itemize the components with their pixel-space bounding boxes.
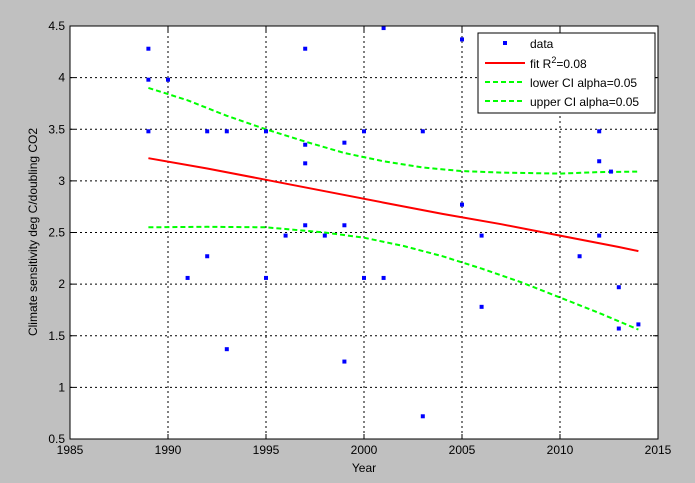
y-tick-label: 3 xyxy=(58,174,65,188)
y-tick-label: 3.5 xyxy=(48,122,65,136)
x-tick-label: 2000 xyxy=(351,443,378,457)
plot-series xyxy=(146,26,641,419)
data-point xyxy=(146,129,151,134)
data-point xyxy=(146,77,151,82)
y-axis-label: Climate sensitivity deg C/doubling CO2 xyxy=(26,128,40,336)
data-point xyxy=(460,202,464,207)
grid xyxy=(70,26,658,439)
tick-labels: 1985 1990 1995 2000 2005 2010 2015 0.5 1 1.5 2 2.5 3… xyxy=(48,19,671,457)
data-point xyxy=(597,159,602,164)
legend-label: fit R2=0.08 xyxy=(530,55,587,71)
x-tick-label: 1990 xyxy=(155,443,182,457)
ticks xyxy=(69,25,659,440)
data-point xyxy=(342,140,347,145)
data-point xyxy=(636,322,641,327)
data-point xyxy=(303,223,308,228)
data-point xyxy=(420,129,425,134)
y-tick-label: 4.5 xyxy=(48,19,65,33)
legend-box xyxy=(477,32,656,114)
legend-entry-data: data xyxy=(503,37,554,51)
x-axis-label: Year xyxy=(352,461,376,475)
legend-label-fit-suffix: =0.08 xyxy=(556,57,587,71)
data-point xyxy=(264,129,268,134)
data-point xyxy=(303,46,308,51)
data-point xyxy=(205,254,210,259)
data-point xyxy=(608,169,613,174)
x-tick-label: 1985 xyxy=(57,443,84,457)
legend-label: lower CI alpha=0.05 xyxy=(530,76,637,90)
data-point xyxy=(224,347,229,352)
data-point xyxy=(303,161,308,166)
data-point xyxy=(616,285,621,290)
legend-label-fit-superscript: 2 xyxy=(551,55,556,65)
data-point xyxy=(283,233,288,238)
data-point xyxy=(420,414,425,419)
data-point xyxy=(479,233,484,238)
legend-marker-data xyxy=(503,41,507,45)
data-point xyxy=(460,37,464,42)
legend-label-fit: fit R xyxy=(530,57,552,71)
data-point xyxy=(342,223,347,228)
lower-ci-line xyxy=(148,225,639,331)
y-tick-label: 0.5 xyxy=(48,432,65,446)
legend-entry-fit: fit R2=0.08 xyxy=(485,55,587,71)
legend-entry-lower-ci: lower CI alpha=0.05 xyxy=(485,76,637,90)
x-tick-label: 2005 xyxy=(449,443,476,457)
data-point xyxy=(205,129,210,134)
data-point xyxy=(479,304,484,309)
data-point xyxy=(597,129,602,134)
upper-ci-line xyxy=(148,86,639,175)
data-point xyxy=(166,77,170,82)
legend-label: upper CI alpha=0.05 xyxy=(530,95,639,109)
x-tick-label: 2015 xyxy=(645,443,672,457)
x-tick-label: 1995 xyxy=(253,443,280,457)
legend: data fit R2=0.08 lower CI alpha=0.05 upp… xyxy=(477,32,656,114)
data-point xyxy=(185,275,190,280)
data-point xyxy=(264,275,268,280)
data-point xyxy=(362,275,366,280)
legend-entry-upper-ci: upper CI alpha=0.05 xyxy=(485,95,639,109)
data-point xyxy=(362,129,366,134)
data-point xyxy=(322,233,327,238)
y-tick-label: 2 xyxy=(58,277,65,291)
data-point xyxy=(381,275,386,280)
data-point xyxy=(303,142,308,147)
data-point xyxy=(597,233,602,238)
fit-line xyxy=(148,157,639,253)
data-point xyxy=(224,129,229,134)
x-tick-label: 2010 xyxy=(547,443,574,457)
legend-label: data xyxy=(530,37,554,51)
data-point xyxy=(342,359,347,364)
data-point xyxy=(616,326,621,331)
y-tick-label: 4 xyxy=(58,71,65,85)
data-point xyxy=(577,254,582,259)
y-tick-label: 1.5 xyxy=(48,329,65,343)
y-tick-label: 1 xyxy=(58,380,65,394)
data-point xyxy=(146,46,151,51)
data-point xyxy=(381,26,386,31)
y-tick-label: 2.5 xyxy=(48,226,65,240)
